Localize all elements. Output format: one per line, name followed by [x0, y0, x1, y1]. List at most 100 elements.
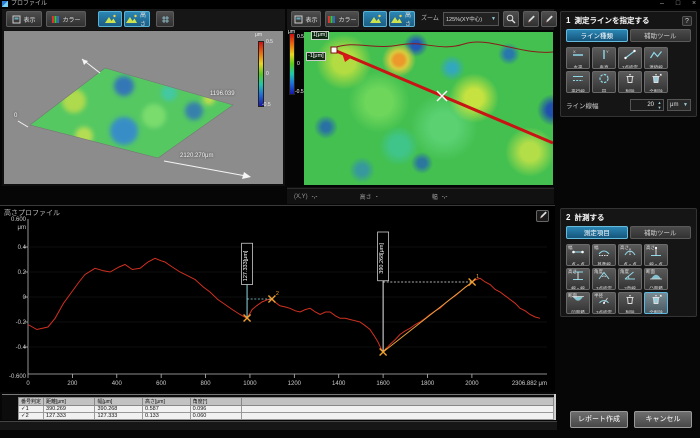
close-button[interactable]: ×	[691, 0, 697, 7]
tool-polyline-button[interactable]: 連続線	[644, 47, 668, 69]
tool-radius-3p-button[interactable]: 半径 3点指定	[592, 292, 616, 314]
maximize-button[interactable]: □	[675, 0, 681, 7]
svg-text:390.268[μm]: 390.268[μm]	[379, 243, 385, 274]
image-mode-toggle[interactable]	[363, 11, 387, 27]
help-button[interactable]: ?	[682, 15, 692, 26]
tool-parallel-lines-button[interactable]: 平行線	[566, 71, 590, 93]
svg-text:800: 800	[201, 381, 212, 387]
tool-category-label: 幅	[594, 245, 599, 250]
svg-text:0.2: 0.2	[18, 270, 27, 276]
tool-height-pp-button[interactable]: 高さ 点・点	[618, 244, 642, 266]
row-value: 0.587	[142, 405, 191, 413]
magnifier-icon	[506, 14, 516, 24]
chart-edit-button[interactable]	[536, 210, 549, 222]
minimize-button[interactable]: –	[660, 0, 664, 7]
heatmap-view[interactable]: 1[μm] -1[μm] μm 0.5 0 -0.5	[287, 30, 554, 187]
line-width-stepper[interactable]: 20 ▲ ▼	[630, 99, 664, 111]
line-start-marker	[330, 46, 338, 54]
tool-trash-all-button[interactable]: 全削除	[644, 71, 668, 93]
tool-label: 3点指定	[595, 309, 612, 314]
measurement-results-table[interactable]: 番号判定 距離[μm] 幅[μm] 高さ[μm] 角度[°] ✓1 390.269 390.2…	[17, 397, 555, 420]
tool-label: 削除	[625, 309, 635, 314]
color-button[interactable]: カラー	[46, 11, 86, 27]
cancel-button[interactable]: キャンセル	[634, 411, 692, 428]
table-scrollbar[interactable]	[554, 394, 556, 420]
tool-trash-all-button[interactable]: 全削除	[644, 292, 668, 314]
zoom-select[interactable]: 125%(XY中心) ▼	[443, 12, 499, 26]
tool-area-convex-button[interactable]: 断面 凸面積	[644, 268, 668, 290]
height-mode-toggle[interactable]: 高さ	[389, 11, 415, 28]
height-pp-icon	[623, 245, 637, 262]
tool-label: 点・点	[623, 261, 637, 266]
height-color-scale	[258, 41, 264, 107]
trash-icon	[624, 293, 636, 310]
grid-view-button[interactable]	[156, 11, 174, 27]
measurement-line-overlay	[330, 41, 553, 145]
tool-horizontal-line-button[interactable]: X 水平	[566, 47, 590, 69]
tool-category-label: 高さ	[646, 245, 655, 250]
axis-width-label: 2120.270μm	[180, 153, 214, 159]
measure-tab-0[interactable]: 測定項目	[566, 226, 628, 239]
tool-vertical-line-button[interactable]: Y 垂直	[592, 47, 616, 69]
tool-label: 基準線	[597, 261, 611, 266]
row-value: 127.333	[94, 412, 144, 420]
circle-icon	[597, 72, 611, 89]
area-concave-icon	[571, 293, 585, 310]
row-check-number[interactable]: ✓2	[17, 412, 45, 420]
scale-max-label: 0.5	[297, 34, 304, 40]
polyline-icon	[649, 48, 663, 65]
scale-mid-label: 0	[266, 71, 269, 77]
svg-text:-0.4: -0.4	[16, 345, 27, 351]
tool-width-pp-button[interactable]: 幅点・点	[566, 244, 590, 266]
draw-line-button[interactable]	[523, 11, 539, 27]
edit-line-button[interactable]	[541, 11, 557, 27]
line-type-tab-1[interactable]: 補助ツール	[629, 29, 691, 42]
table-row[interactable]: ✓2 127.333 127.333 0.133 0.060	[17, 412, 555, 420]
table-row[interactable]: ✓1 390.269 390.268 0.587 0.096	[17, 405, 555, 413]
tool-trash-button[interactable]: 削除	[618, 71, 642, 93]
image-mode-toggle[interactable]	[98, 11, 122, 27]
tool-category-label: 角度	[620, 269, 629, 274]
surface-3d-view[interactable]: 0 1196.039 2120.270μm μm 0.5 0 -0.5	[4, 31, 283, 184]
stepper-arrows-icon[interactable]: ▲ ▼	[657, 100, 662, 110]
tool-label: 凸面積	[649, 285, 663, 290]
tool-trash-button[interactable]: 削除	[618, 292, 642, 314]
scale-unit-label: μm	[255, 32, 263, 38]
svg-text:1400: 1400	[332, 381, 346, 387]
line-width-unit-select[interactable]: μm ▼	[667, 99, 691, 111]
height-mode-toggle[interactable]: 高さ	[124, 11, 150, 28]
tool-category-label: 断面	[568, 293, 577, 298]
create-report-button[interactable]: レポート作成	[570, 411, 628, 428]
height-color-scale	[289, 33, 295, 95]
display-mode-button[interactable]: 表示	[6, 11, 42, 27]
area-convex-icon	[649, 269, 663, 286]
tool-area-concave-button[interactable]: 断面 凹面積	[566, 292, 590, 314]
color-button[interactable]: カラー	[325, 11, 359, 27]
line-arrow-marker	[342, 53, 352, 62]
color-icon	[51, 15, 60, 24]
tool-two-point-line-button[interactable]: 2点指定	[618, 47, 642, 69]
step2-measure-section: 2 計測する 測定項目 補助ツール 幅点・点幅基準線 高さ 点・点 高さ 線・点 高さ 線・線…	[560, 208, 697, 317]
coordinate-status-bar: (X,Y) -,- 高さ - 幅 -,-	[287, 188, 554, 204]
measure-tab-1[interactable]: 補助ツール	[629, 226, 691, 239]
svg-text:1200: 1200	[288, 381, 302, 387]
tool-circle-button[interactable]: 円	[592, 71, 616, 93]
row-check-number[interactable]: ✓1	[17, 405, 45, 413]
tool-label: 線・線	[571, 285, 585, 290]
tool-width-ref-button[interactable]: 幅基準線	[592, 244, 616, 266]
svg-text:0: 0	[23, 295, 27, 301]
bottom-strip	[0, 421, 557, 430]
tool-height-lp-button[interactable]: 高さ 線・点	[644, 244, 668, 266]
tool-angle-3p-button[interactable]: 角度 3点指定	[592, 268, 616, 290]
surface-3d-plot	[17, 58, 251, 179]
magnifier-button[interactable]	[503, 11, 519, 27]
tool-angle-2l-button[interactable]: 角度 2直線	[618, 268, 642, 290]
display-mode-button[interactable]: 表示	[291, 11, 321, 27]
tool-label: 平行線	[571, 88, 585, 93]
svg-text:127.333[μm]: 127.333[μm]	[243, 250, 249, 281]
tool-height-ll-button[interactable]: 高さ 線・線	[566, 268, 590, 290]
line-type-tab-0[interactable]: ライン種類	[566, 29, 628, 42]
tool-category-label: 断面	[646, 269, 655, 274]
trash-all-icon	[650, 72, 662, 89]
svg-text:高さプロファイル: 高さプロファイル	[4, 208, 60, 217]
